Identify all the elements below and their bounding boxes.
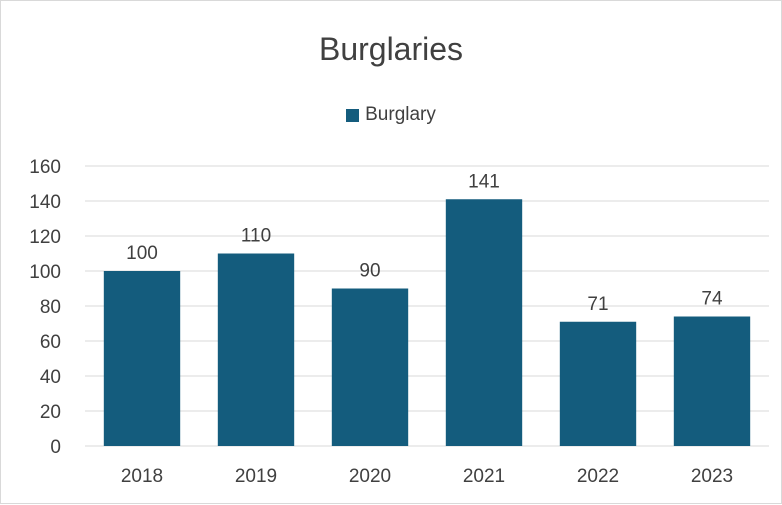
y-tick-label: 160 (29, 157, 61, 178)
bar-2020 (331, 288, 409, 446)
bar-2021 (445, 199, 523, 446)
chart-title: Burglaries (318, 31, 464, 67)
x-tick-label-2019: 2019 (235, 466, 277, 487)
y-tick-label: 60 (40, 332, 61, 353)
y-tick-label: 80 (40, 297, 61, 318)
y-tick-label: 100 (29, 262, 61, 283)
data-label-2019: 110 (241, 226, 271, 247)
y-tick-label: 140 (29, 192, 61, 213)
x-tick-label-2021: 2021 (463, 466, 505, 487)
data-label-2023: 74 (701, 289, 723, 310)
legend-label: Burglary (365, 104, 436, 125)
bar-2019 (217, 253, 295, 446)
y-tick-label: 0 (50, 437, 61, 458)
x-tick-label-2022: 2022 (577, 466, 619, 487)
x-tick-label-2020: 2020 (349, 466, 391, 487)
bar-2018 (103, 271, 181, 446)
bar-2023 (673, 316, 751, 446)
legend-swatch (346, 108, 360, 122)
y-tick-label: 20 (40, 402, 61, 423)
y-tick-label: 120 (29, 227, 61, 248)
y-tick-label: 40 (40, 367, 61, 388)
data-label-2020: 90 (359, 261, 380, 282)
legend: Burglary (1, 104, 781, 126)
x-tick-label-2023: 2023 (691, 466, 733, 487)
data-label-2018: 100 (126, 243, 158, 264)
bar-2022 (559, 321, 637, 446)
data-label-2021: 141 (468, 171, 500, 192)
data-label-2022: 71 (587, 294, 608, 315)
x-tick-label-2018: 2018 (121, 466, 163, 487)
